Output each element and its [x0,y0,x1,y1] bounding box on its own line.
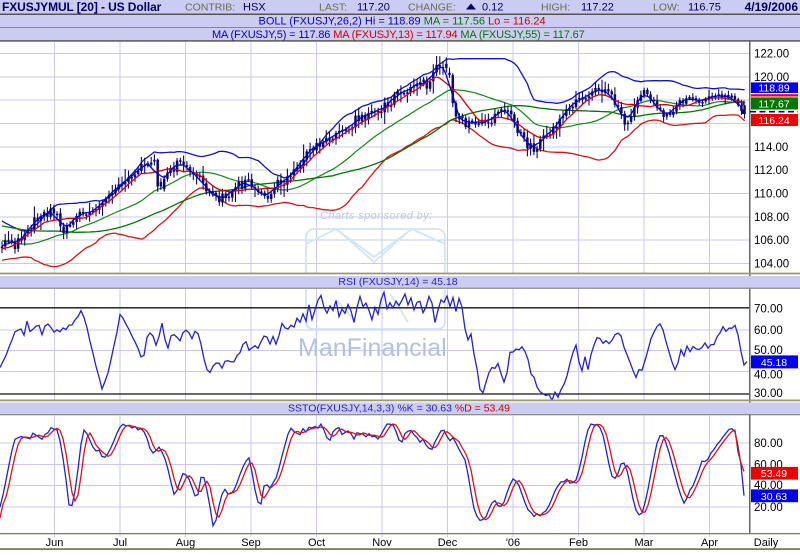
svg-text:4/19/2006: 4/19/2006 [745,0,799,14]
svg-text:30.63: 30.63 [761,491,787,503]
svg-text:LAST:: LAST: [319,2,347,14]
svg-text:HSX: HSX [243,2,266,14]
svg-text:53.49: 53.49 [761,468,787,480]
svg-text:Oct: Oct [308,537,325,549]
svg-text:45.18: 45.18 [761,357,787,369]
svg-text:50.00: 50.00 [754,345,783,357]
svg-text:CONTRIB:: CONTRIB: [185,2,235,14]
svg-text:106.00: 106.00 [754,235,789,247]
svg-text:BOLL (FXUSJY,26,2) Hi = 118.89: BOLL (FXUSJY,26,2) Hi = 118.89 MA = 117.… [259,16,546,28]
svg-text:60.00: 60.00 [754,325,783,337]
svg-text:70.00: 70.00 [754,304,783,316]
svg-text:108.00: 108.00 [754,212,789,224]
svg-text:Jun: Jun [46,537,64,549]
svg-text:30.00: 30.00 [754,388,783,400]
svg-text:20.00: 20.00 [754,502,783,514]
svg-text:LOW:: LOW: [653,2,680,14]
svg-text:CHANGE:: CHANGE: [408,2,456,14]
svg-text:HIGH:: HIGH: [541,2,570,14]
svg-text:104.00: 104.00 [754,259,789,271]
svg-text:120.00: 120.00 [754,72,789,84]
svg-text:114.00: 114.00 [754,142,788,154]
svg-text:0.12: 0.12 [482,2,503,14]
svg-text:FXUSJYMUL [20] - US Dollar: FXUSJYMUL [20] - US Dollar [2,0,162,14]
svg-text:118.89: 118.89 [758,83,789,95]
svg-text:Feb: Feb [569,537,588,549]
svg-text:117.20: 117.20 [357,2,390,14]
svg-text:Nov: Nov [372,537,392,549]
svg-text:Daily: Daily [754,537,779,549]
svg-text:40.00: 40.00 [754,369,783,381]
svg-text:Apr: Apr [701,537,718,549]
svg-text:RSI (FXUSJY,14) = 45.18: RSI (FXUSJY,14) = 45.18 [338,276,457,288]
svg-text:110.00: 110.00 [754,189,788,201]
svg-text:122.00: 122.00 [754,49,789,61]
svg-text:Dec: Dec [438,537,458,549]
svg-text:116.75: 116.75 [688,2,721,14]
svg-text:80.00: 80.00 [754,438,783,450]
svg-text:SSTO(FXUSJY,14,3,3) %K = 30.63: SSTO(FXUSJY,14,3,3) %K = 30.63 %D = 53.4… [288,402,510,414]
svg-text:'06: '06 [506,537,520,549]
svg-text:Sep: Sep [241,537,261,549]
svg-text:117.67: 117.67 [758,99,789,111]
svg-text:40.00: 40.00 [754,480,783,492]
svg-text:Jul: Jul [113,537,127,549]
svg-text:Charts sponsored by:: Charts sponsored by: [320,210,433,222]
svg-text:ManFinancial: ManFinancial [298,334,447,362]
svg-text:MA (FXUSJY,5) = 117.86 MA (FXU: MA (FXUSJY,5) = 117.86 MA (FXUSJY,13) = … [212,29,585,41]
svg-text:116.24: 116.24 [758,115,789,127]
svg-text:112.00: 112.00 [754,165,788,177]
svg-text:Aug: Aug [176,537,196,549]
svg-text:Mar: Mar [635,537,654,549]
svg-text:117.22: 117.22 [581,2,614,14]
